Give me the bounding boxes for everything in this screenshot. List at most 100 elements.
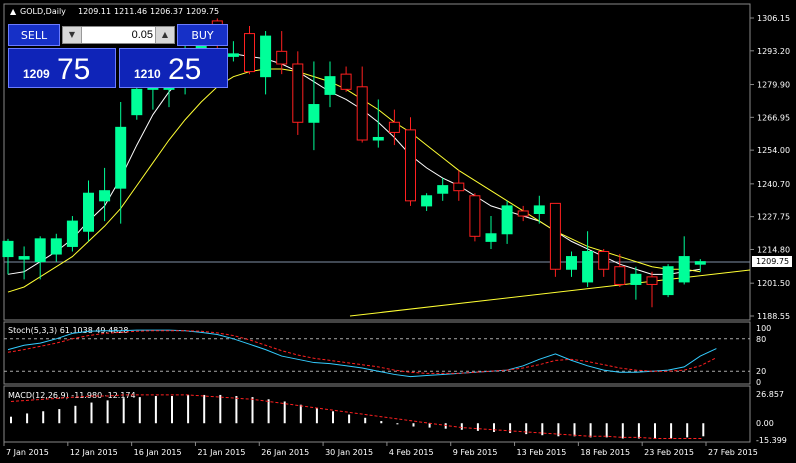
price-tick-label: 1306.15 bbox=[757, 14, 790, 23]
macd-bar bbox=[573, 423, 576, 437]
macd-bar bbox=[364, 417, 367, 424]
sell-button[interactable]: SELL bbox=[8, 24, 60, 46]
time-tick-label: 21 Jan 2015 bbox=[197, 448, 245, 457]
macd-bar bbox=[702, 423, 705, 437]
time-tick-label: 12 Jan 2015 bbox=[70, 448, 118, 457]
macd-bar bbox=[299, 404, 302, 424]
candle-body bbox=[83, 192, 94, 232]
candle-body bbox=[614, 266, 626, 285]
ohlc-close: 1209.75 bbox=[186, 7, 219, 16]
macd-signal-line bbox=[10, 394, 704, 439]
candle-body bbox=[549, 202, 561, 270]
time-axis[interactable]: 7 Jan 2015 12 Jan 2015 16 Jan 2015 21 Jan 2… bbox=[3, 442, 758, 457]
candle-body bbox=[131, 88, 143, 116]
candle-body bbox=[421, 195, 433, 207]
macd-bar bbox=[654, 423, 656, 439]
lot-decrease-icon[interactable]: ▼ bbox=[63, 27, 82, 43]
sell-price-box[interactable]: 1209 75 bbox=[8, 48, 116, 88]
macd-bar bbox=[10, 416, 12, 424]
buy-button[interactable]: BUY bbox=[177, 24, 228, 46]
macd-bar bbox=[58, 409, 61, 424]
time-tick-label: 30 Jan 2015 bbox=[325, 448, 373, 457]
macd-tick-label: 0.00 bbox=[756, 419, 774, 428]
current-price-label: 1209.75 bbox=[756, 257, 789, 266]
ohlc-high: 1211.46 bbox=[114, 7, 147, 16]
buy-price-big: 25 bbox=[168, 53, 202, 86]
macd-bar bbox=[348, 414, 351, 424]
one-click-trading-panel: SELL ▼ ▲ BUY 1209 75 1210 25 bbox=[8, 24, 228, 88]
stoch-tick-label: 80 bbox=[756, 335, 766, 344]
symbol-label: GOLD,Daily bbox=[20, 7, 66, 16]
macd-frame bbox=[3, 385, 751, 443]
stoch-tick-label: 100 bbox=[756, 324, 771, 333]
candle-body bbox=[372, 136, 384, 141]
price-tick-label: 1227.75 bbox=[757, 213, 790, 222]
price-tick-label: 1240.70 bbox=[757, 180, 790, 189]
stoch-frame bbox=[3, 321, 751, 385]
candle-body bbox=[115, 126, 127, 189]
macd-bar bbox=[605, 423, 608, 438]
time-tick-label: 18 Feb 2015 bbox=[580, 448, 630, 457]
macd-bar bbox=[251, 397, 254, 424]
candle-body bbox=[292, 63, 304, 123]
time-tick-label: 16 Jan 2015 bbox=[134, 448, 182, 457]
time-tick-label: 13 Feb 2015 bbox=[517, 448, 567, 457]
stoch-signal-line bbox=[7, 330, 717, 374]
macd-indicator bbox=[10, 394, 705, 439]
candle-body bbox=[34, 238, 46, 263]
candle-body bbox=[405, 129, 416, 202]
candle-body bbox=[2, 240, 14, 258]
macd-bar bbox=[74, 405, 77, 424]
time-tick-label: 7 Jan 2015 bbox=[6, 448, 49, 457]
buy-price-box[interactable]: 1210 25 bbox=[119, 48, 228, 88]
macd-bar bbox=[203, 394, 206, 424]
candle-body bbox=[18, 256, 30, 260]
macd-bar bbox=[187, 394, 190, 424]
candle-body bbox=[227, 53, 239, 57]
stoch-tick-label: 0 bbox=[756, 378, 761, 387]
macd-bar bbox=[396, 423, 399, 425]
main-chart-frame bbox=[3, 3, 751, 321]
macd-bar bbox=[589, 423, 592, 438]
candle-body bbox=[694, 261, 706, 265]
candle-body bbox=[340, 73, 352, 90]
candle-body bbox=[533, 205, 545, 214]
candle-body bbox=[437, 185, 449, 194]
candle-body bbox=[662, 266, 674, 296]
macd-bar bbox=[219, 394, 222, 424]
candle-body bbox=[50, 238, 62, 255]
price-axis[interactable]: 1306.15 1293.20 1279.90 1266.95 1254.00 1240.… bbox=[750, 14, 790, 321]
candle-body bbox=[260, 35, 272, 78]
macd-bar bbox=[428, 423, 431, 428]
price-tick-label: 1293.20 bbox=[757, 47, 790, 56]
time-tick-label: 9 Feb 2015 bbox=[453, 448, 498, 457]
current-price-tag bbox=[752, 256, 792, 267]
macd-bar bbox=[283, 401, 286, 424]
macd-bar bbox=[26, 413, 29, 424]
candle-body bbox=[582, 251, 594, 283]
macd-bar bbox=[332, 411, 334, 424]
candle-body bbox=[469, 195, 481, 237]
price-tick-label: 1214.80 bbox=[757, 245, 790, 254]
symbol-triangle-icon[interactable]: ▲ bbox=[10, 7, 17, 16]
candle-body bbox=[276, 50, 288, 65]
macd-bar bbox=[106, 400, 109, 424]
candle-body bbox=[356, 86, 368, 141]
price-tick-label: 1188.55 bbox=[757, 312, 790, 321]
candle-body bbox=[453, 182, 465, 192]
macd-bar bbox=[557, 423, 560, 437]
lot-size-input[interactable] bbox=[83, 27, 155, 43]
candle-body bbox=[678, 256, 690, 283]
macd-bar bbox=[267, 399, 270, 424]
candle-body bbox=[244, 33, 255, 73]
lot-size-field[interactable]: ▼ ▲ bbox=[62, 26, 175, 44]
time-tick-label: 4 Feb 2015 bbox=[389, 448, 434, 457]
sell-price-big: 75 bbox=[57, 53, 91, 86]
stoch-tick-label: 20 bbox=[756, 367, 766, 376]
buy-price-small: 1210 bbox=[134, 67, 161, 81]
lot-increase-icon[interactable]: ▲ bbox=[155, 27, 174, 43]
macd-bar bbox=[493, 423, 495, 432]
macd-bar bbox=[412, 423, 415, 427]
price-tick-label: 1254.00 bbox=[757, 146, 790, 155]
